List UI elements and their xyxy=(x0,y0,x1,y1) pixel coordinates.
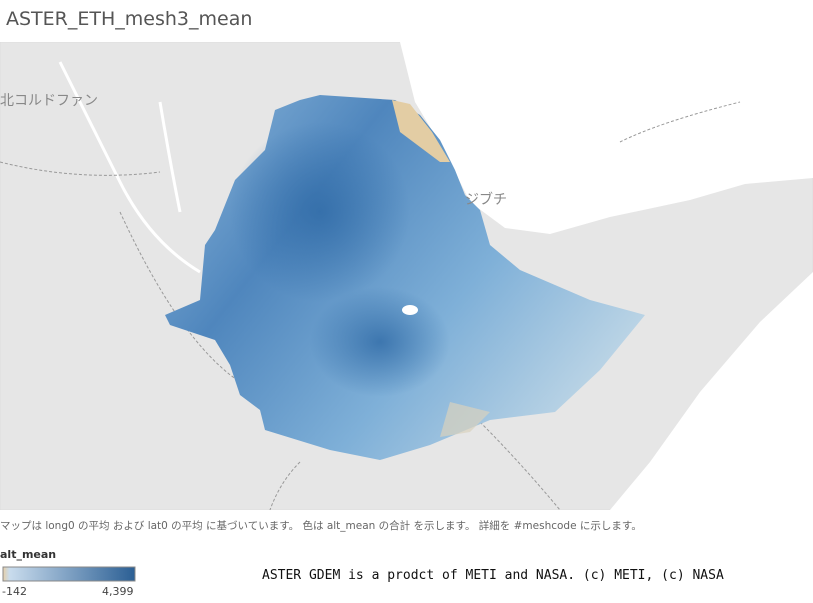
attribution: ASTER GDEM is a prodct of METI and NASA.… xyxy=(262,568,724,583)
sea xyxy=(400,42,813,234)
title: ASTER_ETH_mesh3_mean xyxy=(6,8,253,30)
lake xyxy=(402,305,418,315)
map: 北コルドファン ジブチ xyxy=(0,42,813,510)
river xyxy=(58,61,201,274)
map-label: 北コルドファン xyxy=(0,93,98,109)
highlands xyxy=(310,287,450,397)
lowland xyxy=(392,100,450,162)
legend-ramp xyxy=(2,566,136,582)
legend-max: 4,399 xyxy=(102,585,134,598)
map-label: ジブチ xyxy=(465,191,507,208)
legend-min: -142 xyxy=(2,585,27,598)
borders xyxy=(0,101,741,510)
lowland xyxy=(440,402,490,437)
caption: マップは long0 の平均 および lat0 の平均 に基づいています。 色は… xyxy=(0,520,642,532)
color-ramp xyxy=(2,566,136,582)
ocean xyxy=(610,272,813,510)
highlands xyxy=(230,122,410,302)
legend-title: alt_mean xyxy=(0,548,57,561)
